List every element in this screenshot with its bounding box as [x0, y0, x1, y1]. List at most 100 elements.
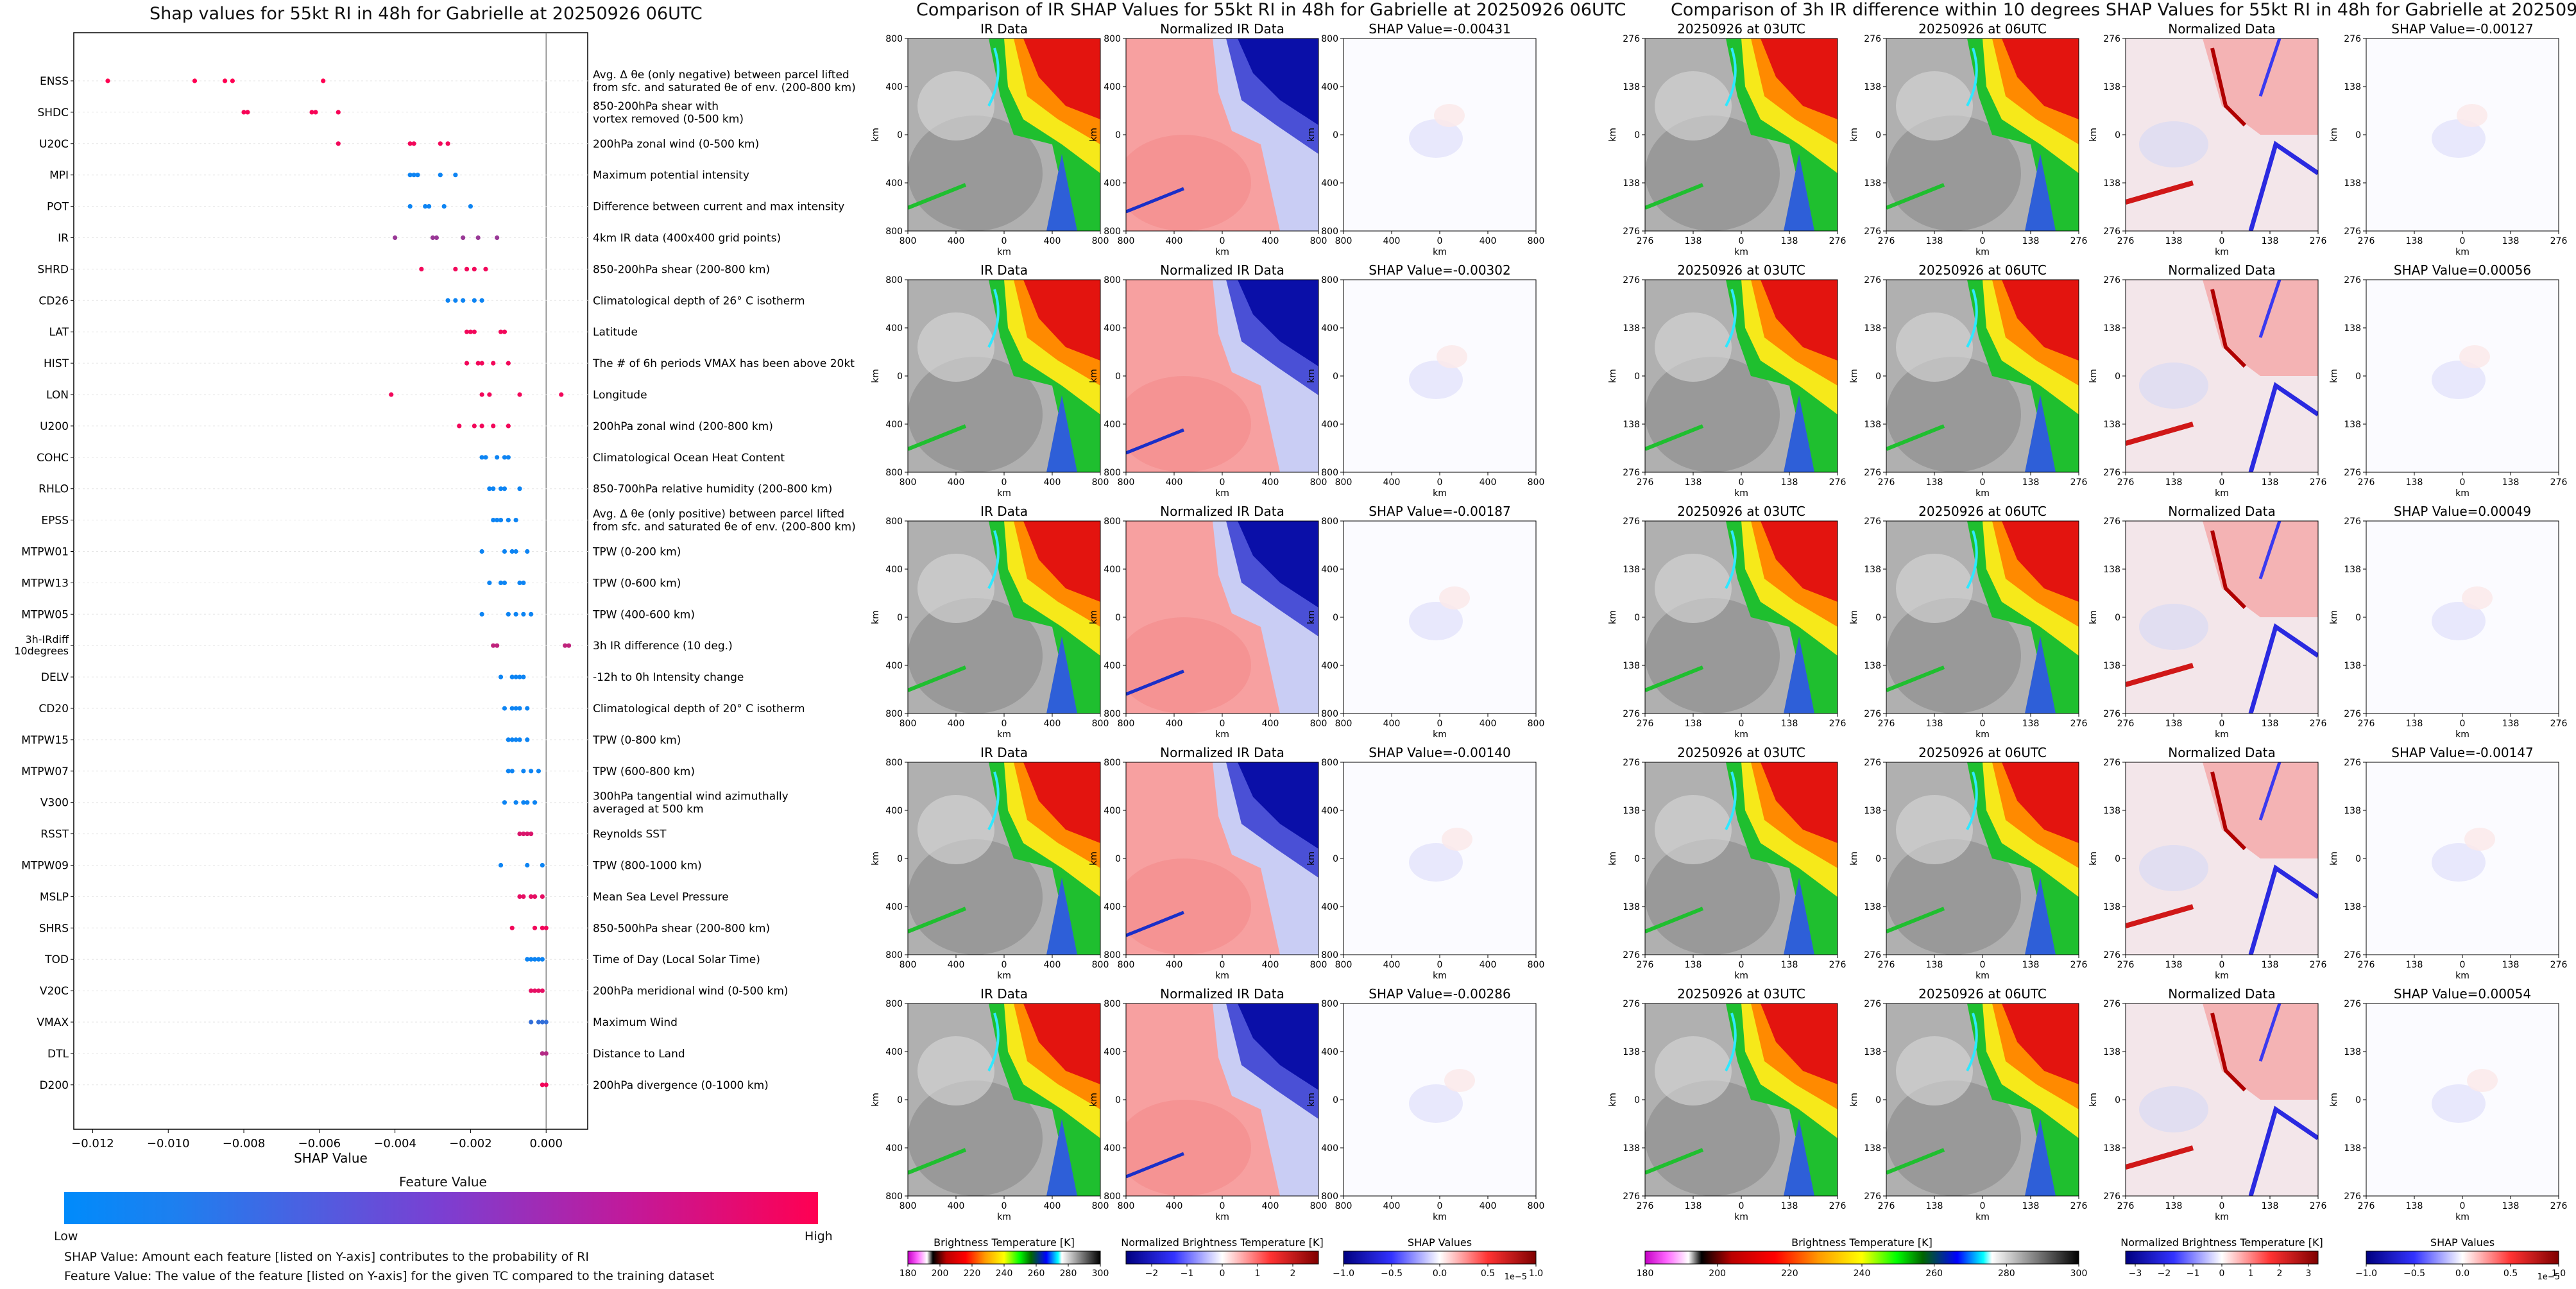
x-tick-label: 138 — [1781, 1201, 1798, 1211]
feature-description: Avg. Δ θe (only positive) between parcel… — [593, 508, 844, 521]
x-tick-label: 138 — [2022, 1201, 2040, 1211]
feature-label: MTPW05 — [21, 608, 69, 621]
x-tick-label: 276 — [1829, 236, 1847, 246]
feature-description: Difference between current and max inten… — [593, 201, 844, 214]
y-tick-label: 400 — [1104, 1047, 1121, 1057]
shap-point — [495, 455, 500, 460]
panel-title: IR Data — [980, 21, 1028, 37]
y-tick-label: 800 — [885, 950, 903, 960]
shap-map — [2366, 1003, 2559, 1196]
ir-image — [908, 521, 1100, 713]
feature-description: Distance to Land — [593, 1048, 685, 1061]
y-tick-label: 0 — [897, 130, 903, 141]
y-axis-label: km — [871, 1093, 881, 1107]
y-tick-label: 0 — [897, 613, 903, 623]
panel-title: SHAP Value=-0.00286 — [1369, 986, 1510, 1002]
y-tick-label: 800 — [1321, 709, 1338, 719]
feature-description: 200hPa zonal wind (200-800 km) — [593, 420, 773, 433]
x-tick-label: 400 — [1383, 719, 1401, 729]
y-tick-label: 800 — [1321, 468, 1338, 478]
y-axis-label: km — [1849, 369, 1859, 383]
x-tick-label: 800 — [1528, 719, 1545, 729]
y-axis-label: km — [1849, 610, 1859, 624]
feature-description: TPW (0-800 km) — [592, 734, 681, 747]
colorbar-tick: 3 — [2306, 1268, 2312, 1279]
shap-point — [509, 769, 515, 774]
feature-description: 850-500hPa shear (200-800 km) — [593, 922, 770, 935]
x-tick-label: 400 — [948, 719, 965, 729]
x-tick-label: 276 — [1637, 477, 1654, 488]
shap-point — [521, 769, 526, 774]
y-axis-label: km — [1089, 128, 1099, 142]
x-tick-label: 276 — [1878, 719, 1895, 729]
y-tick-label: 138 — [1623, 420, 1640, 430]
shap-point — [529, 894, 534, 899]
x-tick-label: 800 — [1092, 960, 1109, 970]
panel-title: SHAP Value=-0.00302 — [1369, 262, 1510, 278]
y-tick-label: 276 — [1864, 34, 1881, 44]
shap-point — [509, 706, 515, 711]
shap-point — [502, 329, 508, 334]
x-tick-label: 0 — [1437, 960, 1443, 970]
y-axis-label: km — [2329, 851, 2339, 866]
shap-point — [540, 894, 545, 899]
x-tick-label: 0 — [1437, 719, 1443, 729]
y-tick-label: 400 — [885, 902, 903, 912]
y-tick-label: 400 — [1321, 323, 1338, 334]
y-tick-label: 0 — [1634, 371, 1640, 382]
x-tick-label: 276 — [2550, 1201, 2568, 1211]
y-tick-label: 276 — [2344, 709, 2361, 719]
y-tick-label: 400 — [1104, 1143, 1121, 1154]
y-tick-label: 276 — [2344, 999, 2361, 1009]
shap-point — [393, 235, 398, 241]
shap-point — [536, 769, 542, 774]
x-axis-label: km — [1975, 730, 1990, 740]
x-axis-label: km — [2455, 247, 2469, 257]
x-tick-label: 138 — [2022, 236, 2040, 246]
x-tick-label: 138 — [2165, 1201, 2183, 1211]
ir-image — [1645, 280, 1838, 472]
y-tick-label: 800 — [1321, 999, 1338, 1009]
x-tick-label: 0 — [1437, 236, 1443, 246]
panel-title: IR Data — [980, 745, 1028, 760]
x-tick-label: 0 — [1980, 1201, 1986, 1211]
shap-point — [506, 423, 511, 429]
feature-description: TPW (400-600 km) — [592, 608, 695, 621]
shap-point — [434, 235, 439, 241]
y-tick-label: 0 — [1115, 130, 1121, 141]
panel-title: 20250926 at 03UTC — [1677, 745, 1805, 760]
x-tick-label: 276 — [1637, 960, 1654, 970]
feature-label: IR — [58, 232, 69, 245]
shap-point — [517, 580, 522, 586]
shap-point — [521, 894, 526, 899]
y-tick-label: 800 — [885, 999, 903, 1009]
x-tick-label: 400 — [1262, 477, 1279, 488]
shap-point — [532, 957, 538, 962]
x-tick-label: 138 — [2502, 236, 2520, 246]
shap-point — [525, 706, 530, 711]
y-tick-label: 138 — [2103, 1143, 2120, 1154]
x-tick-label: 138 — [1685, 960, 1702, 970]
y-tick-label: 276 — [1623, 758, 1640, 768]
feature-description: 200hPa divergence (0-1000 km) — [593, 1079, 769, 1092]
x-tick-label: 800 — [1118, 477, 1135, 488]
shap-point — [532, 894, 538, 899]
y-tick-label: 400 — [885, 1143, 903, 1154]
x-tick-label: 800 — [1118, 719, 1135, 729]
x-axis-label: km — [1215, 488, 1229, 499]
feature-description: TPW (800-1000 km) — [592, 860, 702, 873]
y-axis-label: km — [871, 128, 881, 142]
shap-point — [529, 957, 534, 962]
y-tick-label: 138 — [2103, 565, 2120, 575]
y-tick-label: 276 — [1864, 1191, 1881, 1202]
x-tick-label: 276 — [2358, 236, 2375, 246]
shap-point — [498, 862, 504, 868]
shap-point — [525, 737, 530, 742]
x-tick-label: 276 — [2550, 236, 2568, 246]
y-tick-label: 276 — [1864, 758, 1881, 768]
colorbar-tick: 1 — [2248, 1268, 2254, 1279]
x-tick-label: 800 — [1335, 477, 1352, 488]
y-tick-label: 800 — [1321, 950, 1338, 960]
x-tick-label: 276 — [1637, 1201, 1654, 1211]
feature-label: D200 — [39, 1079, 69, 1092]
